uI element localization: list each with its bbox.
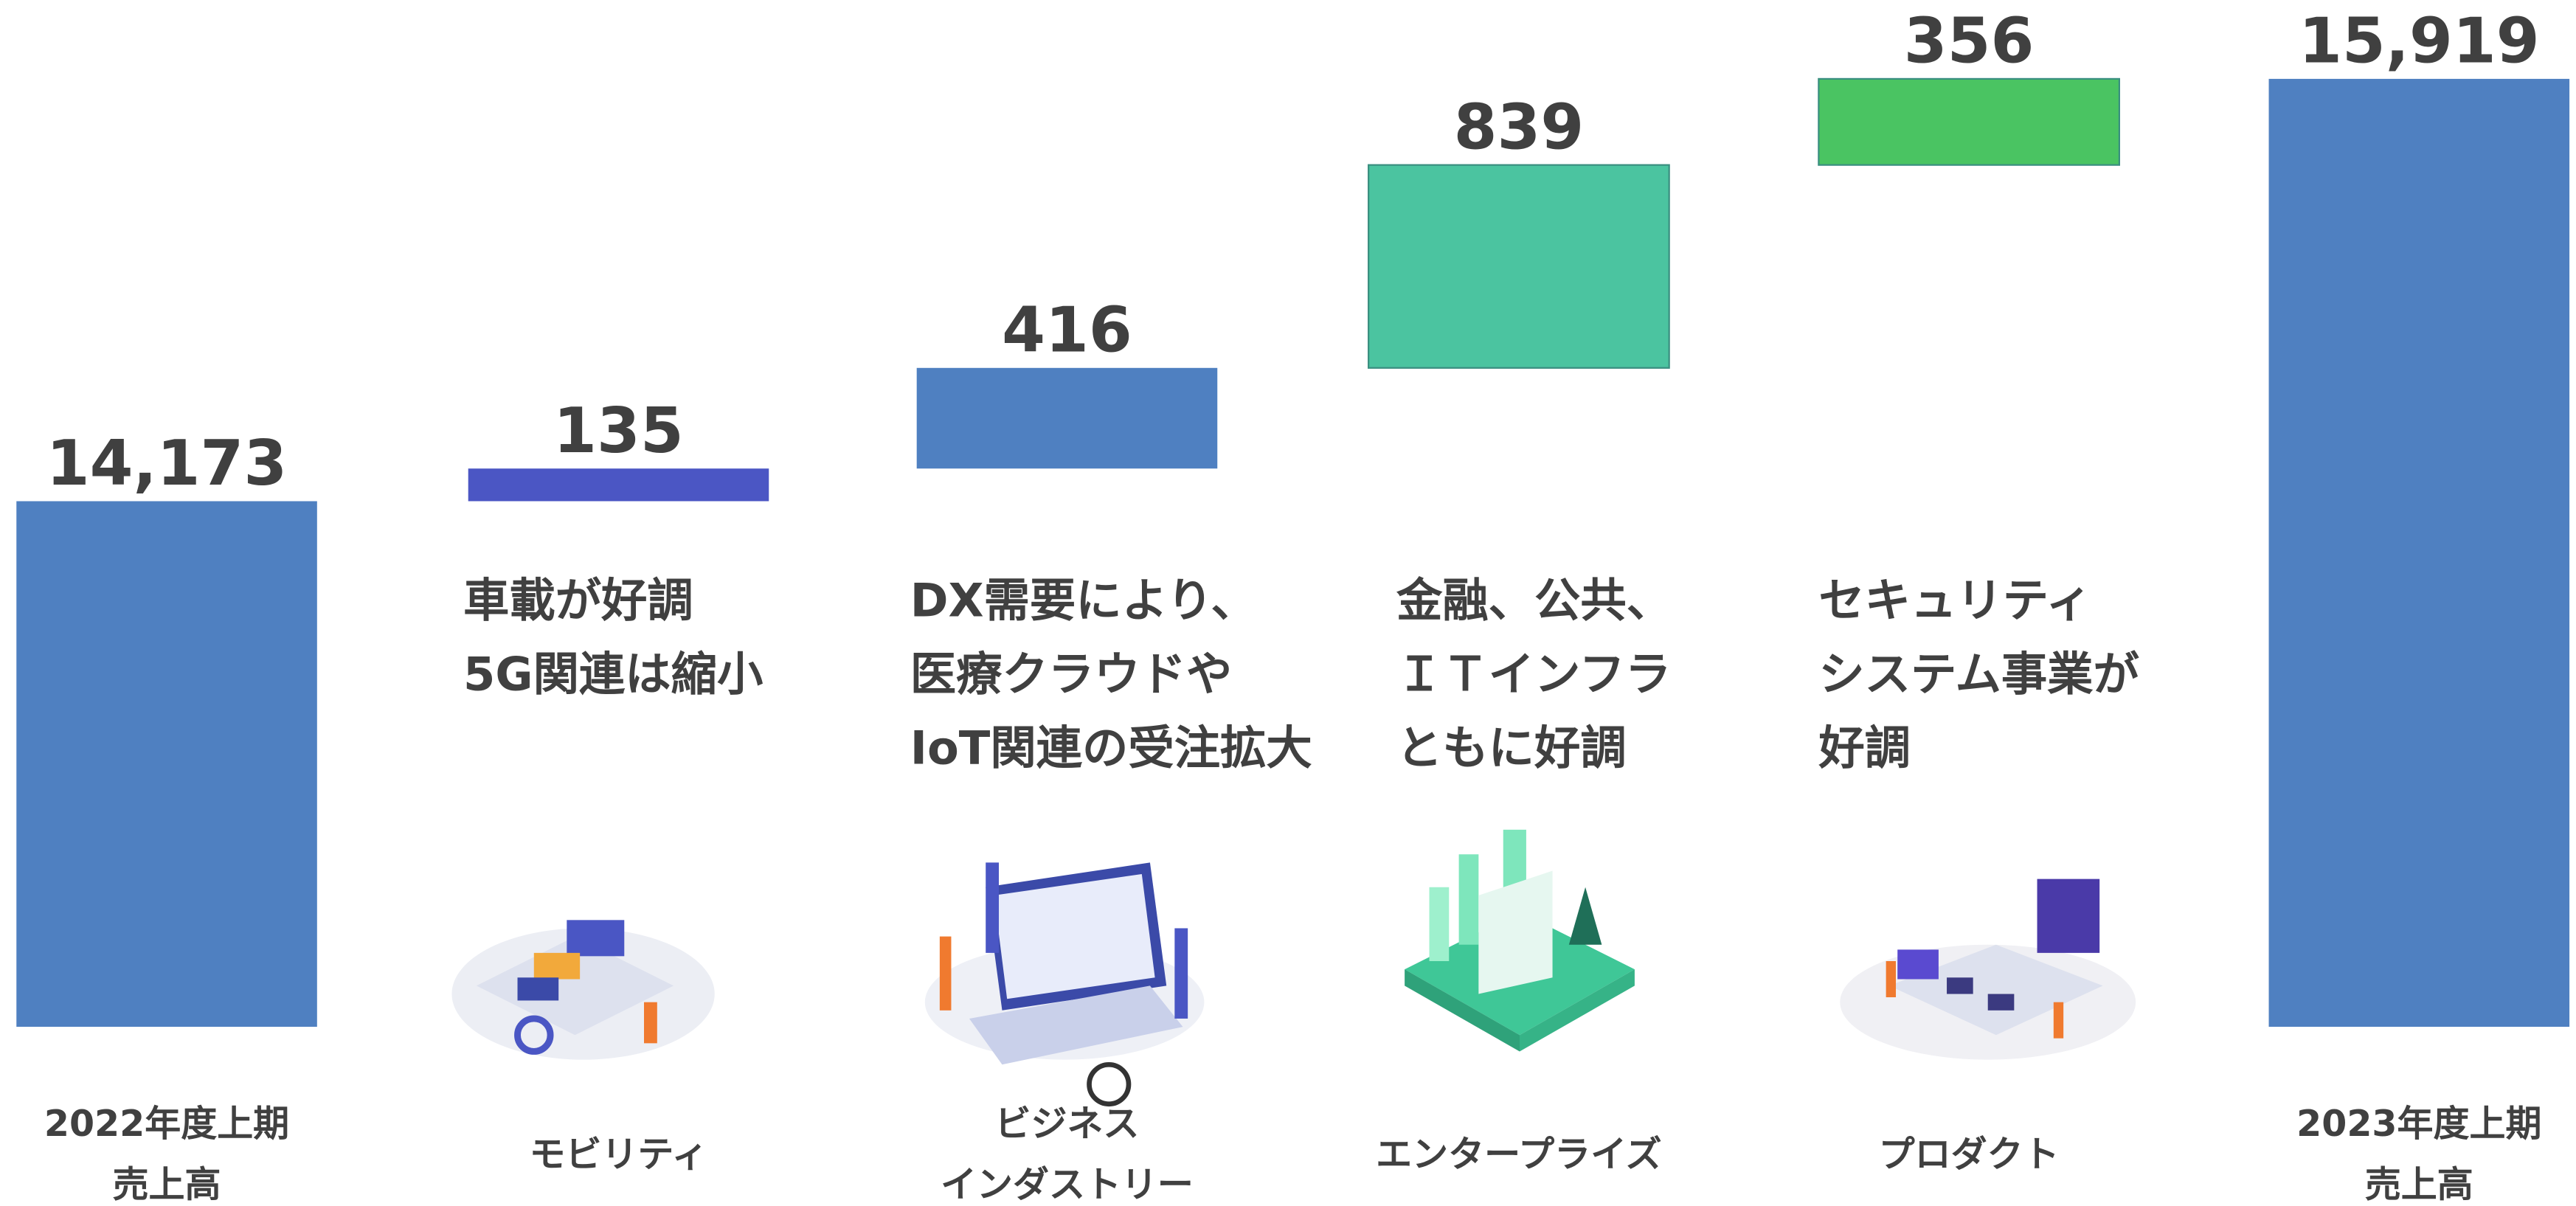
value-label: 356 bbox=[1904, 4, 2035, 77]
value-label: 416 bbox=[1002, 294, 1132, 367]
annotation: DX需要により、 bbox=[910, 573, 1257, 627]
annotation: システム事業が bbox=[1818, 648, 2139, 701]
mobility-illustration bbox=[451, 920, 715, 1060]
label-line: 2023年度上期 bbox=[2296, 1103, 2541, 1145]
annotation: 医療クラウドや bbox=[910, 648, 1232, 701]
category-label: プロダクト bbox=[1879, 1133, 2060, 1175]
bar bbox=[16, 501, 317, 1027]
value-label: 14,173 bbox=[46, 426, 288, 499]
annotation: IoT関連の受注拡大 bbox=[910, 721, 1312, 775]
business-illustration bbox=[924, 862, 1205, 1107]
bar bbox=[2268, 78, 2570, 1027]
label-line: ビジネス bbox=[994, 1103, 1139, 1145]
enterprise-illustration bbox=[1405, 829, 1635, 1052]
bar bbox=[1368, 164, 1670, 369]
annotation: 金融、公共、 bbox=[1396, 573, 1672, 627]
annotation: 5G関連は縮小 bbox=[463, 648, 763, 701]
annotation: ＩＴインフラ bbox=[1396, 648, 1671, 701]
label-line: 2022年度上期 bbox=[44, 1103, 289, 1145]
annotation: 好調 bbox=[1818, 721, 1911, 775]
category-label: エンタープライズ bbox=[1376, 1133, 1661, 1175]
label-line: インダストリー bbox=[941, 1164, 1194, 1206]
annotation: ともに好調 bbox=[1396, 721, 1627, 775]
category-label: 2023年度上期売上高 bbox=[2296, 1103, 2541, 1205]
bar bbox=[468, 468, 769, 502]
bar bbox=[1818, 77, 2120, 166]
value-label: 15,919 bbox=[2299, 4, 2539, 77]
category-label: 2022年度上期売上高 bbox=[44, 1103, 289, 1205]
category-label: ビジネスインダストリー bbox=[941, 1103, 1194, 1205]
value-label: 839 bbox=[1454, 90, 1585, 163]
category-label: モビリティ bbox=[529, 1133, 707, 1175]
label-line: 売上高 bbox=[2365, 1164, 2473, 1206]
product-illustration bbox=[1840, 878, 2136, 1060]
annotation: 車載が好調 bbox=[463, 573, 693, 627]
illustrations bbox=[451, 829, 2136, 1107]
bar bbox=[916, 367, 1218, 469]
label-line: 売上高 bbox=[113, 1164, 221, 1206]
annotation: セキュリティ bbox=[1818, 573, 2091, 627]
value-label: 135 bbox=[553, 394, 684, 467]
